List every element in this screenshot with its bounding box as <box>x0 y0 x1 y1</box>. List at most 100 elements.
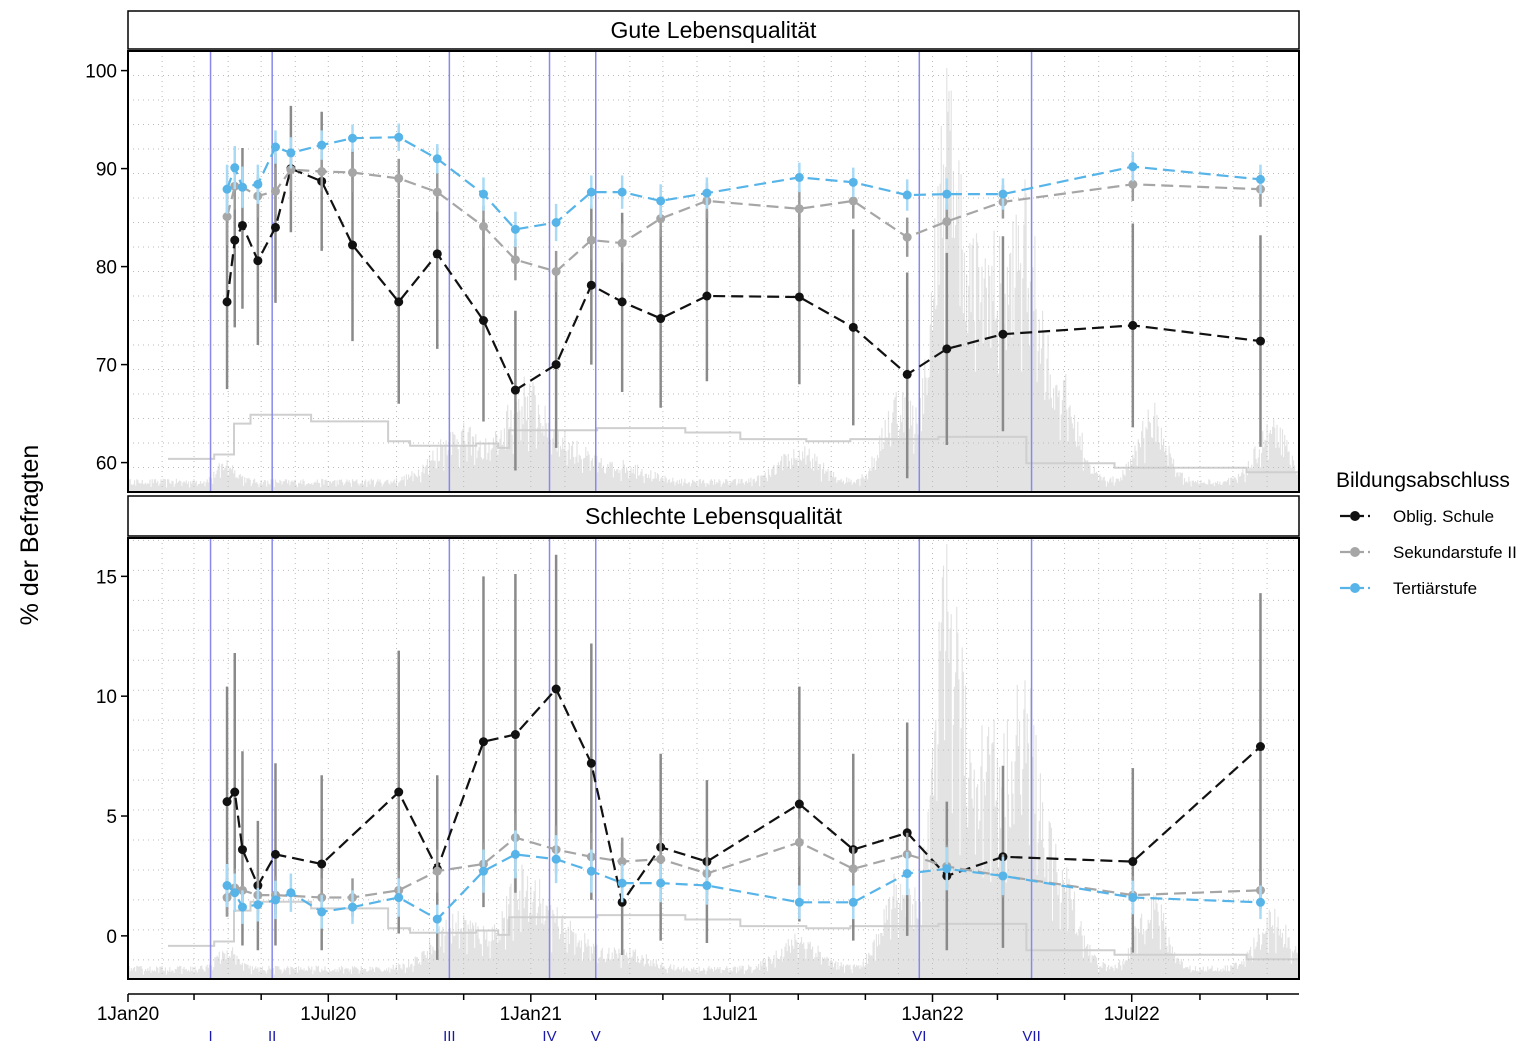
x-tick-label: 1Jul22 <box>1104 1004 1160 1025</box>
data-point <box>394 132 404 142</box>
data-point <box>1128 857 1138 867</box>
data-point <box>902 232 912 242</box>
panel-2: Schlechte Lebensqualität 0 5 10 15 <box>96 495 1300 980</box>
phase-labels: I II III IV V VI VII <box>208 1028 1040 1043</box>
data-point <box>998 189 1008 199</box>
legend-key-point <box>1350 583 1360 593</box>
data-point <box>510 849 520 859</box>
data-point <box>253 256 263 266</box>
phase-label: IV <box>542 1028 556 1043</box>
data-point <box>510 224 520 234</box>
y-tick-label: 100 <box>85 62 117 83</box>
data-point <box>253 179 263 189</box>
data-point <box>1128 162 1138 172</box>
data-point <box>586 235 596 245</box>
data-point <box>702 291 712 301</box>
data-point <box>253 900 263 910</box>
panel-strip <box>127 10 1300 50</box>
series-sekundarstufe-ii <box>222 148 1265 293</box>
data-point <box>617 187 627 197</box>
data-point <box>702 188 712 198</box>
series-line <box>226 136 1261 231</box>
data-point <box>617 857 627 867</box>
data-point <box>551 854 561 864</box>
data-point <box>794 799 804 809</box>
series-line <box>226 687 1262 905</box>
data-point <box>942 864 952 874</box>
data-point <box>348 240 358 250</box>
data-point <box>794 204 804 214</box>
x-tick-label: 1Jan21 <box>500 1004 562 1025</box>
data-point <box>551 360 561 370</box>
data-point <box>794 837 804 847</box>
data-point <box>902 869 912 879</box>
data-point <box>510 255 520 265</box>
x-tick-label: 1Jan20 <box>97 1004 159 1025</box>
panel-1: Gute Lebensqualität 60 70 80 90 100 <box>85 10 1300 493</box>
data-point <box>794 292 804 302</box>
plot-area <box>128 538 1299 979</box>
data-point <box>551 218 561 227</box>
data-point <box>348 902 358 912</box>
data-point <box>586 866 596 876</box>
legend-key-point <box>1350 547 1360 557</box>
y-axis-label: % der Befragten <box>16 445 44 626</box>
data-point <box>237 902 247 912</box>
series-line <box>226 168 1261 273</box>
data-point <box>510 385 520 395</box>
panel-frame <box>127 537 1300 980</box>
legend-entry: Sekundarstufe II <box>1340 543 1517 562</box>
data-point <box>270 895 280 905</box>
data-point <box>656 214 666 224</box>
data-point <box>230 787 240 797</box>
legend-label: Tertiärstufe <box>1393 579 1477 598</box>
data-point <box>1255 336 1265 346</box>
phase-label: III <box>443 1028 456 1043</box>
data-point <box>942 344 952 354</box>
y-axis: 60 70 80 90 100 <box>85 62 128 475</box>
series-line <box>226 836 1261 899</box>
data-point <box>1128 893 1138 903</box>
gridlines <box>128 51 1299 492</box>
data-point <box>394 893 404 903</box>
data-point <box>702 881 712 891</box>
data-point <box>617 238 627 248</box>
data-point <box>478 221 488 231</box>
data-point <box>432 187 442 197</box>
phase-label: VII <box>1022 1028 1040 1043</box>
x-tick-label: 1Jul20 <box>300 1004 356 1025</box>
data-point <box>656 878 666 888</box>
panel-title: Schlechte Lebensqualität <box>585 503 843 529</box>
data-point <box>942 217 952 227</box>
data-point <box>230 888 240 898</box>
background-histogram <box>128 544 1299 979</box>
y-tick-label: 0 <box>106 927 117 948</box>
phase-label: I <box>208 1028 212 1043</box>
y-tick-label: 70 <box>96 356 117 377</box>
data-point <box>348 168 358 178</box>
data-point <box>432 249 442 259</box>
data-point <box>230 163 240 173</box>
x-tick-label: 1Jul21 <box>702 1004 758 1025</box>
data-point <box>1255 897 1265 907</box>
data-point <box>848 177 858 187</box>
background-histogram <box>128 68 1299 492</box>
background-step-line <box>168 900 1299 961</box>
data-point <box>617 878 627 888</box>
plot-area <box>128 51 1299 492</box>
data-point <box>902 190 912 200</box>
data-point <box>478 866 488 876</box>
data-point <box>394 787 404 797</box>
data-point <box>551 684 561 694</box>
data-point <box>317 859 327 869</box>
background-bars <box>128 68 1299 492</box>
y-tick-label: 80 <box>96 258 117 279</box>
series-tertiärstufe <box>222 830 1265 934</box>
data-point <box>617 297 627 307</box>
data-point <box>848 897 858 907</box>
series-line <box>226 167 1261 392</box>
data-point <box>286 148 296 158</box>
y-tick-label: 15 <box>96 567 117 588</box>
data-point <box>270 222 280 232</box>
y-axis: 0 5 10 15 <box>96 567 128 948</box>
